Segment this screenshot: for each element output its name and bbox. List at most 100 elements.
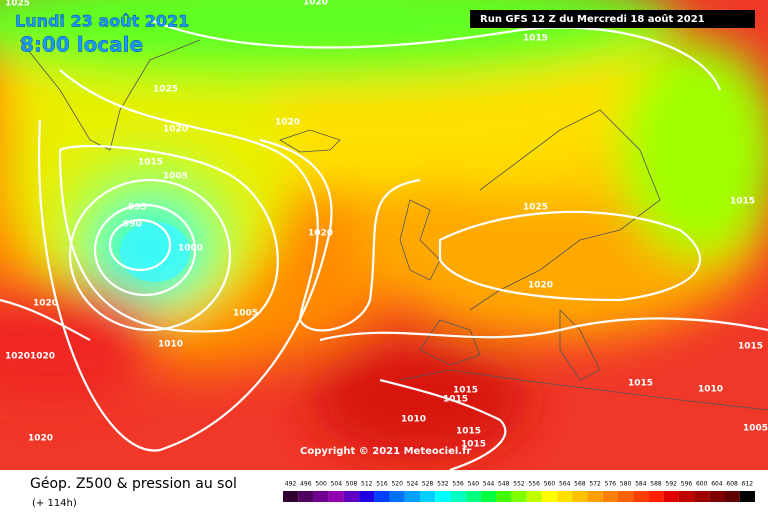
scale-label: 608: [726, 481, 738, 488]
isobar-label: 995: [128, 203, 147, 213]
isobar-labels: 1025 102010151025102010201015100599599010…: [5, 0, 768, 450]
isobar-label: 1020: [28, 434, 53, 444]
scale-swatch: [572, 491, 588, 502]
isobar-label: 1020: [33, 299, 58, 309]
color-scale: 492 496 500 504 508 512 516 520 524 528 532 536 540 5…: [283, 481, 755, 502]
scale-swatch: [541, 491, 558, 502]
isobar-label: 1005: [163, 172, 188, 182]
isobar-label: 1005: [743, 424, 768, 434]
isobar-label: 1015: [461, 440, 486, 450]
footer-title: Géop. Z500 & pression au sol: [30, 476, 237, 492]
isobar-label: 1015: [453, 386, 478, 396]
scale-label: 588: [650, 481, 662, 488]
scale-swatch: [587, 491, 603, 502]
scale-label: 548: [498, 481, 510, 488]
isobar-label: 1020: [275, 118, 300, 128]
isobar-label: 1020: [528, 281, 553, 291]
scale-label: 504: [331, 481, 343, 488]
forecast-date: Lundi 23 août 2021: [15, 12, 189, 31]
isobar-label: 1020: [163, 125, 188, 135]
scale-label: 508: [346, 481, 358, 488]
isobar-label: 1015: [443, 395, 468, 405]
scale-label: 612: [742, 481, 754, 488]
scale-swatch: [617, 491, 634, 502]
scale-label: 564: [559, 481, 571, 488]
scale-label: 580: [620, 481, 632, 488]
scale-swatch: [709, 491, 725, 502]
isobar-label: 1015: [456, 427, 481, 437]
isobar-label: 1025: [5, 0, 30, 9]
scale-label: 560: [544, 481, 556, 488]
scale-label: 492: [285, 481, 297, 488]
isobar-label: 1020: [30, 352, 55, 362]
scale-swatch: [694, 491, 710, 502]
scale-swatch: [602, 491, 618, 502]
scale-label: 572: [589, 481, 601, 488]
scale-swatch: [404, 491, 421, 502]
scale-swatch: [450, 491, 466, 502]
scale-label: 584: [635, 481, 647, 488]
scale-label: 540: [468, 481, 480, 488]
scale-swatch: [328, 491, 344, 502]
scale-label: 500: [315, 481, 327, 488]
scale-swatch: [359, 491, 375, 502]
scale-swatch: [678, 491, 695, 502]
scale-label: 596: [681, 481, 693, 488]
coastlines: [19, 39, 768, 411]
scale-swatch: [298, 491, 314, 502]
scale-swatch: [374, 491, 390, 502]
isobar-label: 1020: [5, 352, 30, 362]
scale-swatch: [389, 491, 405, 502]
isobar-label: 1015: [523, 34, 548, 44]
scale-label: 568: [574, 481, 586, 488]
scale-swatch: [663, 491, 679, 502]
scale-swatch: [633, 491, 649, 502]
scale-label: 600: [696, 481, 708, 488]
scale-label: 532: [437, 481, 449, 488]
forecast-time: 8:00 locale: [20, 33, 143, 57]
isobar-label: 1005: [233, 309, 258, 319]
copyright: Copyright © 2021 Meteociel.fr: [300, 446, 471, 457]
isobar-label: 990: [123, 220, 142, 230]
isobar-label: 1000: [178, 244, 203, 254]
isobar-label: 1015: [628, 379, 653, 389]
isobar-label: 1020: [308, 229, 333, 239]
scale-label: 556: [528, 481, 540, 488]
isobar-label: 1010: [401, 415, 426, 425]
scale-label: 552: [513, 481, 525, 488]
scale-swatch: [480, 491, 497, 502]
isobars: [0, 18, 768, 470]
scale-label: 516: [376, 481, 388, 488]
scale-label: 604: [711, 481, 723, 488]
scale-label: 520: [391, 481, 403, 488]
scale-label: 536: [452, 481, 464, 488]
scale-swatch: [526, 491, 542, 502]
scale-swatch: [739, 491, 755, 502]
geopotential-field: 1025 102010151025102010201015100599599010…: [0, 0, 768, 470]
scale-swatch: [465, 491, 481, 502]
run-info: Run GFS 12 Z du Mercredi 18 août 2021: [480, 13, 705, 25]
isobar-label: 1015: [738, 342, 763, 352]
scale-swatch: [724, 491, 740, 502]
isobar-label: 1015: [730, 197, 755, 207]
scale-label: 528: [422, 481, 434, 488]
isobar-label: 1015: [138, 158, 163, 168]
scale-label: 524: [407, 481, 419, 488]
scale-label: 592: [666, 481, 678, 488]
scale-swatch: [313, 491, 329, 502]
scale-swatch: [557, 491, 573, 502]
scale-swatch: [420, 491, 436, 502]
scale-swatch: [511, 491, 527, 502]
scale-label: 496: [300, 481, 312, 488]
isobar-label: 1010: [158, 340, 183, 350]
scale-swatch: [435, 491, 451, 502]
scale-label: 576: [605, 481, 617, 488]
scale-label: 544: [483, 481, 495, 488]
run-box: [470, 10, 755, 28]
footer-lead: (+ 114h): [32, 498, 77, 509]
scale-label: 512: [361, 481, 373, 488]
isobar-label: 1025: [153, 85, 178, 95]
scale-swatch: [343, 491, 360, 502]
scale-swatch: [648, 491, 664, 502]
